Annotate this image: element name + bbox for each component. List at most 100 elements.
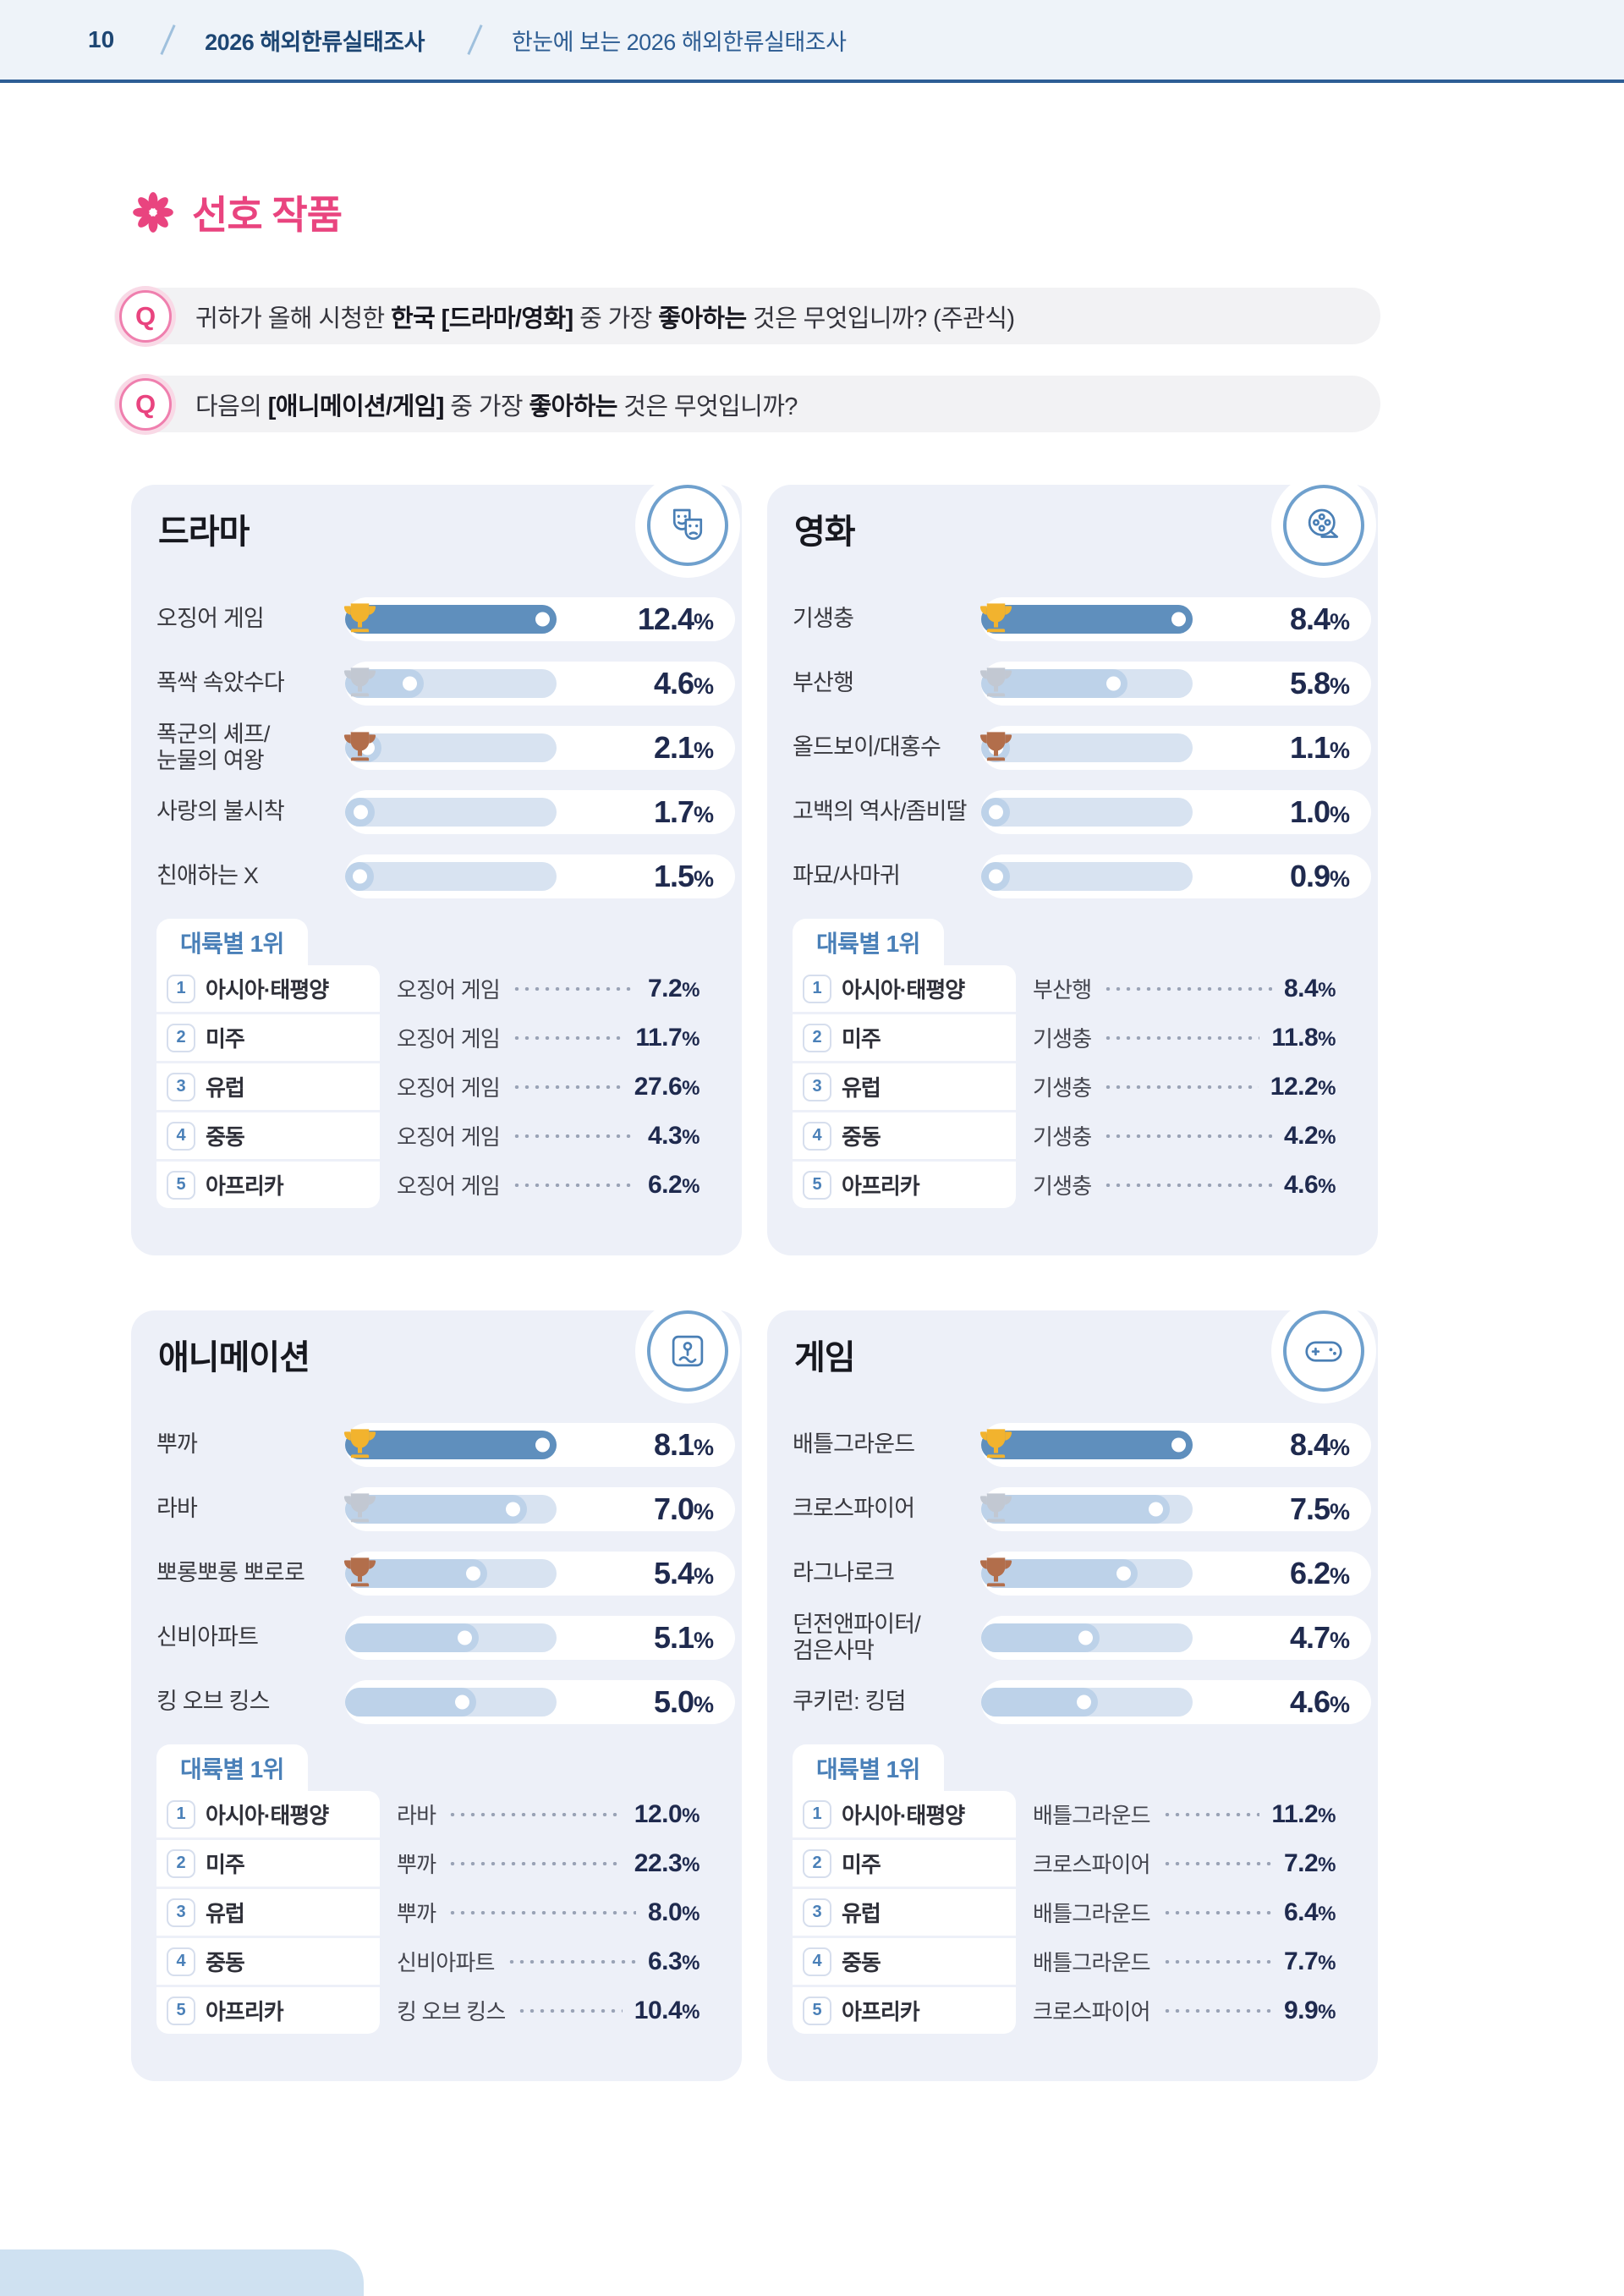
bar-pill: 4.7% [981,1616,1371,1660]
section-title: 선호 작품 [192,193,343,237]
work-label: 라바 [397,1803,436,1828]
value-label: 11.8% [1271,1023,1336,1052]
region-label: 중동 [206,1950,245,1975]
dotted-leader [447,1812,623,1816]
bar-pill: 2.1% [343,726,735,770]
question-text: 귀하가 올해 시청한 한국 [드라마/영화] 중 가장 좋아하는 것은 무엇입니… [195,299,1015,334]
trophy-icon [340,664,380,704]
bar-pill: 1.0% [981,790,1371,834]
bar-pill: 8.1% [343,1423,735,1467]
value-label: 10.4% [634,1996,700,2024]
rank-badge: 1 [167,974,195,1003]
region-cell: 5 아프리카 [793,1162,1016,1208]
bar-pill: 1.7% [345,790,735,834]
bar-fill [981,798,1010,827]
continent-row: 3 유럽 기생충 12.2% [793,1063,1373,1110]
region-label: 유럽 [842,1901,881,1926]
q-icon: Q [119,377,172,431]
dotted-leader [1103,1183,1272,1187]
bar-pill: 0.9% [981,854,1371,898]
question-text-segment: 좋아하는 [658,305,747,332]
work-label: 파묘/사마귀 [793,863,901,889]
work-label: 기생충 [1033,1124,1092,1150]
value-label: 6.3% [647,1947,700,1975]
dotted-leader [512,1085,623,1089]
continent-result: 기생충 11.8% [1016,1014,1373,1061]
page-header: 10 2026 해외한류실태조사 한눈에 보는 2026 해외한류실태조사 [0,0,1624,83]
region-label: 미주 [842,1026,881,1052]
bar-pill: 7.0% [343,1487,735,1531]
continent-result: 오징어 게임 11.7% [380,1014,737,1061]
bar-list: 배틀그라운드 8.4% 크로스파이어 [767,1423,1378,1724]
question-text: 다음의 [애니메이션/게임] 중 가장 좋아하는 것은 무엇입니까? [195,387,798,422]
value-label: 12.0% [634,1799,700,1828]
bar-fill [345,605,557,634]
panel-game: 게임 배틀그라운드 8.4% [767,1310,1378,2081]
dotted-leader [512,1035,624,1040]
work-label: 배틀그라운드 [1033,1950,1151,1975]
continent-row: 4 중동 기생충 4.2% [793,1112,1373,1159]
bar-list: 기생충 8.4% 부산행 [767,597,1378,898]
region-label: 중동 [842,1950,881,1975]
region-cell: 5 아프리카 [156,1162,380,1208]
continent-list: 1 아시아·태평양 오징어 게임 7.2% 2 미주 [156,965,742,1208]
continent-row: 3 유럽 배틀그라운드 6.4% [793,1889,1373,1936]
bar-fill [345,1495,527,1524]
bar-track [345,862,557,891]
bar-pill: 8.4% [979,1423,1371,1467]
work-label: 고백의 역사/좀비딸 [793,799,968,825]
continent-result: 배틀그라운드 7.7% [1016,1938,1373,1985]
bar-row: 기생충 8.4% [793,597,1371,641]
region-label: 미주 [206,1026,245,1052]
work-label: 오징어 게임 [397,1173,501,1199]
work-label: 오징어 게임 [397,977,501,1002]
work-label: 친애하는 X [156,863,259,889]
bar-track [981,1559,1193,1588]
bar-row: 신비아파트 5.1% [156,1616,735,1660]
value-label: 8.4% [1289,601,1350,636]
panel-movie: 영화 기생충 8.4% [767,485,1378,1255]
question-row-1: Q 귀하가 올해 시청한 한국 [드라마/영화] 중 가장 좋아하는 것은 무엇… [114,288,1380,344]
bar-row: 배틀그라운드 8.4% [793,1423,1371,1467]
bar-pill: 4.6% [981,1680,1371,1724]
trophy-icon [976,1554,1016,1594]
continent-row: 5 아프리카 오징어 게임 6.2% [156,1162,737,1208]
rank-badge: 2 [167,1023,195,1052]
value-label: 8.4% [1283,974,1336,1002]
bar-row: 친애하는 X 1.5% [156,854,735,898]
region-cell: 2 미주 [156,1014,380,1061]
continent-row: 2 미주 오징어 게임 11.7% [156,1014,737,1061]
work-label: 킹 오브 킹스 [156,1689,270,1715]
work-label: 신비아파트 [156,1624,259,1651]
work-label: 사랑의 불시착 [156,799,285,825]
trophy-icon [976,600,1016,640]
region-cell: 1 아시아·태평양 [793,965,1016,1012]
value-label: 7.0% [653,1491,714,1526]
value-label: 8.4% [1289,1427,1350,1462]
trophy-icon [340,1554,380,1594]
region-cell: 5 아프리카 [793,1987,1016,2034]
question-text-segment: 좋아하는 [529,393,617,420]
bar-pill: 5.4% [343,1552,735,1596]
bar-row: 킹 오브 킹스 5.0% [156,1680,735,1724]
bar-list: 오징어 게임 12.4% 폭싹 속았수다 [131,597,742,898]
work-label: 뿌까 [397,1852,436,1877]
rank-badge: 1 [803,1799,831,1829]
rank-badge: 5 [803,1996,831,2025]
value-label: 8.1% [653,1427,714,1462]
dotted-leader [447,1910,636,1914]
rank-badge: 1 [167,1799,195,1829]
bar-row: 고백의 역사/좀비딸 1.0% [793,790,1371,834]
bar-row: 쿠키런: 킹덤 4.6% [793,1680,1371,1724]
trophy-icon [340,1425,380,1465]
bar-list: 뿌까 8.1% 라바 [131,1423,742,1724]
bar-pill: 1.1% [979,726,1371,770]
section-header: 선호 작품 [131,184,1510,240]
value-label: 8.0% [647,1898,700,1926]
continent-result: 오징어 게임 27.6% [380,1063,737,1110]
bar-track [345,1559,557,1588]
region-label: 아시아·태평양 [842,1803,965,1828]
value-label: 11.2% [1271,1799,1336,1828]
panel-animation: 애니메이션 뿌까 8.1% [131,1310,742,2081]
value-label: 4.7% [1289,1620,1350,1655]
